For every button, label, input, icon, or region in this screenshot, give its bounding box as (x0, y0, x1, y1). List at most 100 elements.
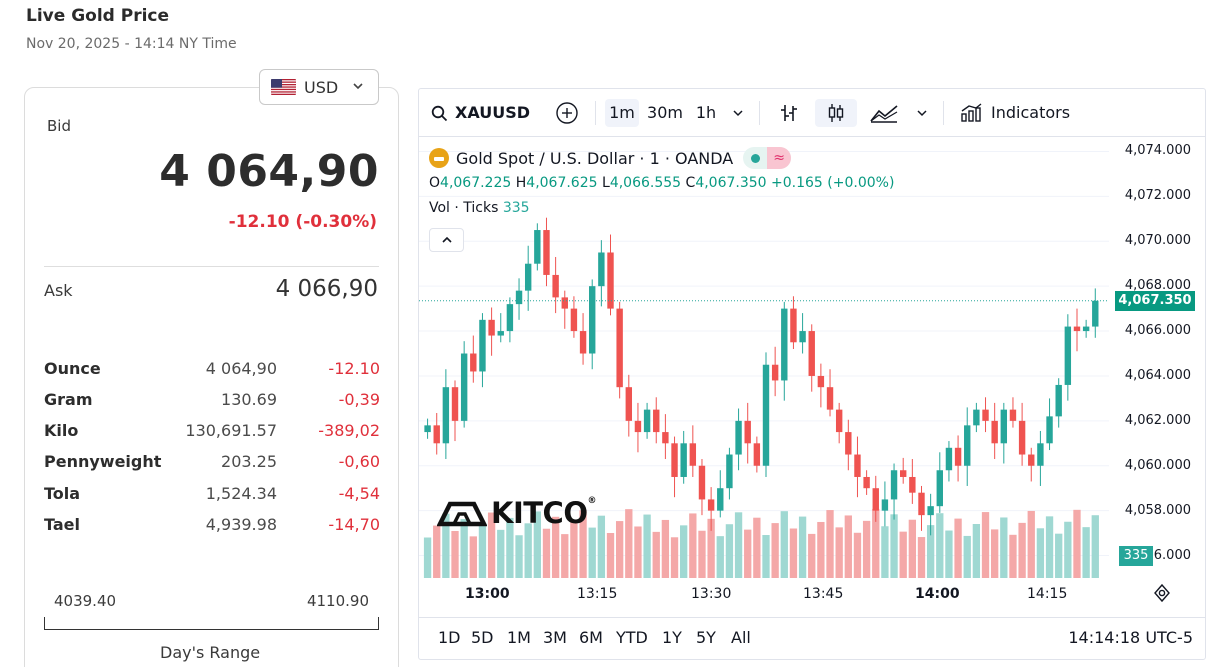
page-timestamp: Nov 20, 2025 - 14:14 NY Time (26, 36, 237, 52)
chevron-down-icon (916, 107, 928, 119)
chart-clock[interactable]: 14:14:18 UTC-5 (1068, 628, 1193, 647)
interval-1h[interactable]: 1h (695, 103, 717, 122)
volume-bar (533, 511, 541, 578)
us-flag-icon (271, 79, 296, 95)
candle-body (552, 274, 559, 298)
ask-price: 4 066,90 (275, 276, 378, 302)
interval-1m[interactable]: 1m (605, 99, 639, 127)
range-5y-button[interactable]: 5Y (696, 628, 716, 647)
candle-body (1092, 300, 1099, 327)
volume-bar (588, 527, 596, 578)
candle-body (662, 432, 669, 444)
volume-bar (1064, 521, 1072, 578)
volume-bar (524, 523, 532, 578)
candle-body (689, 443, 697, 466)
indicators-button[interactable]: Indicators (959, 99, 1079, 127)
range-1m-button[interactable]: 1M (507, 628, 531, 647)
candle-body (872, 488, 879, 511)
volume-value: 335 (502, 200, 530, 216)
price-tick-label: 4,066.000 (1124, 323, 1191, 339)
unit-row: Gram 130.69 -0,39 (44, 390, 380, 414)
interval-dropdown[interactable] (727, 99, 749, 127)
chart-type-dropdown[interactable] (911, 99, 933, 127)
unit-value: 130.69 (221, 390, 277, 409)
bar-style-button[interactable] (773, 99, 805, 127)
range-ytd-button[interactable]: YTD (616, 628, 648, 647)
candle-body (479, 319, 486, 372)
volume-bar (487, 512, 496, 578)
ohlc-values: O4,067.225 H4,067.625 L4,066.555 C4,067.… (429, 175, 894, 191)
price-tick-label: 4,060.000 (1124, 457, 1191, 473)
close-label: C (685, 175, 696, 191)
candle-body (808, 331, 815, 376)
candle-body (1018, 420, 1026, 455)
symbol-search[interactable]: XAUUSD (431, 99, 531, 127)
volume-bar (497, 529, 505, 578)
range-5d-button[interactable]: 5D (471, 628, 494, 647)
volume-bar (597, 515, 606, 578)
volume-bar (1027, 510, 1035, 578)
volume-bar (670, 537, 679, 578)
volume-bar (725, 524, 734, 578)
volume-bar (844, 515, 852, 578)
interval-30m[interactable]: 30m (647, 103, 683, 122)
range-3m-button[interactable]: 3M (543, 628, 567, 647)
volume-bar (643, 514, 651, 578)
compare-button[interactable] (553, 99, 581, 127)
time-tick-label: 13:15 (577, 586, 618, 602)
volume-bar (817, 521, 825, 578)
time-tick-label: 14:00 (915, 586, 960, 602)
volume-bar (634, 526, 642, 578)
volume-bar (1009, 534, 1017, 578)
candle-body (826, 387, 834, 410)
volume-bar (423, 537, 432, 578)
candle-body (726, 454, 733, 489)
volume-bar (872, 508, 880, 578)
volume-bar (680, 525, 688, 578)
collapse-legend-button[interactable] (429, 228, 464, 252)
time-tick-label: 13:45 (803, 586, 844, 602)
kitco-logo-text: KITCO® (491, 496, 596, 530)
market-status-pill[interactable]: ≈ (743, 147, 791, 169)
unit-row: Kilo 130,691.57 -389,02 (44, 421, 380, 445)
candle-body (890, 470, 898, 500)
range-6m-button[interactable]: 6M (579, 628, 603, 647)
range-1y-button[interactable]: 1Y (662, 628, 682, 647)
candle-body (1009, 409, 1017, 421)
unit-name: Gram (44, 390, 93, 409)
volume-bar (753, 517, 761, 578)
candle-body (506, 304, 514, 332)
candles-style-button[interactable] (815, 99, 857, 127)
wave-icon: ≈ (767, 147, 791, 169)
toolbar-separator (759, 101, 760, 125)
candle-body (579, 331, 587, 354)
candle-body (561, 297, 568, 309)
last-price-tag: 4,067.350 (1115, 290, 1195, 311)
price-tick-label: 4,072.000 (1124, 188, 1191, 204)
price-chart[interactable] (419, 138, 1205, 584)
close-value: 4,067.350 (695, 175, 767, 191)
ask-label: Ask (44, 281, 73, 300)
range-all-button[interactable]: All (731, 628, 751, 647)
time-tick-label: 13:30 (691, 586, 732, 602)
divider (44, 266, 379, 267)
currency-select[interactable]: USD (259, 69, 379, 105)
kitco-logo: KITCO® (437, 496, 596, 530)
unit-change: -0,60 (338, 452, 380, 471)
high-value: 4,067.625 (526, 175, 598, 191)
indicators-label: Indicators (991, 103, 1071, 122)
day-range-caption: Day's Range (160, 643, 261, 662)
candle-body (790, 308, 797, 343)
chart-type-button[interactable] (867, 99, 901, 127)
volume-bar (926, 525, 935, 578)
volume-bar (734, 512, 743, 578)
candle-body (1037, 443, 1044, 466)
volume-bar (936, 513, 944, 578)
volume-bar (780, 511, 788, 578)
unit-row: Ounce 4 064,90 -12.10 (44, 359, 380, 383)
settings-icon[interactable] (1152, 583, 1172, 607)
volume-bar (762, 535, 770, 578)
range-1d-button[interactable]: 1D (438, 628, 461, 647)
volume-bar (661, 519, 670, 578)
volume-bar (570, 522, 578, 578)
